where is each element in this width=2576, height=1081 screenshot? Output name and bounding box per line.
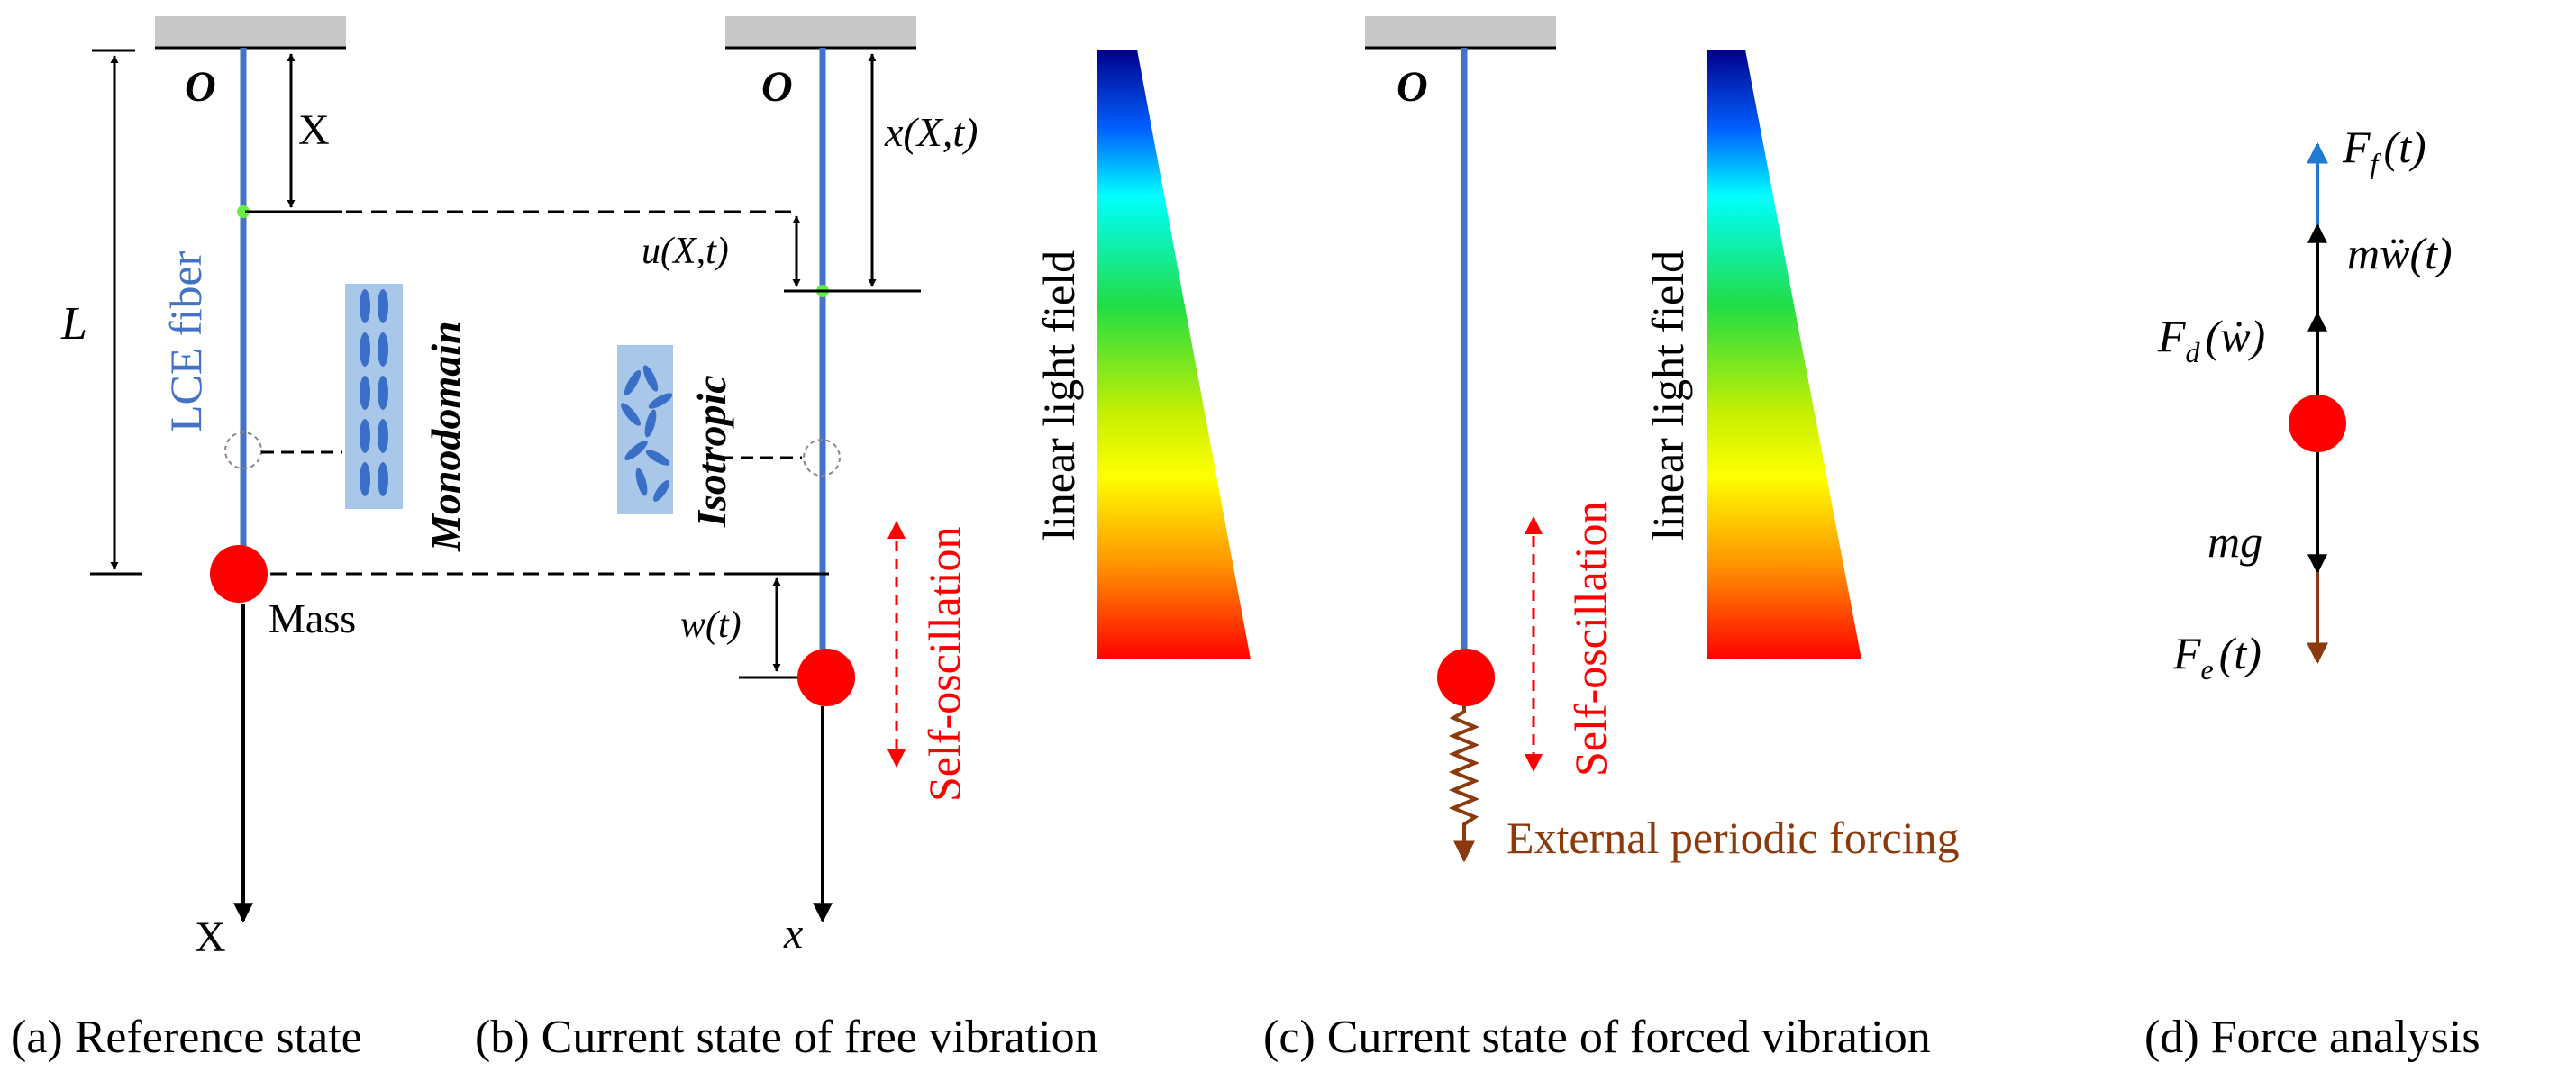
panel-c: O External periodic forcing Self-oscilla… [1365,16,1960,863]
panel-d: Ff (t) mẅ(t) Fd (ẇ) mg Fe (t) [2157,122,2453,686]
L-label: L [60,298,87,350]
caption-a: (a) Reference state [11,1012,362,1063]
X-axis-label: X [195,913,226,961]
captions: (a) Reference state (b) Current state of… [11,1012,2480,1063]
light-field-label-c: linear light field [1643,250,1693,540]
F-e-label: Fe (t) [2172,628,2262,686]
cross-section-marker-a [224,431,262,469]
caption-c: (c) Current state of forced vibration [1263,1012,1931,1063]
origin-label-b: O [761,63,793,111]
w-label: w(t) [680,604,742,646]
ceiling-c [1365,16,1556,48]
mass-label: Mass [269,595,356,641]
mass-c [1437,649,1495,706]
caption-d: (d) Force analysis [2144,1012,2480,1063]
mass-a [210,545,268,603]
F-f-label: Ff (t) [2342,122,2426,179]
mass-b [797,649,855,706]
fiber-label: LCE fiber [160,250,211,432]
forcing-label: External periodic forcing [1506,813,1960,863]
monodomain-mesogens [360,289,388,496]
forcing-spring [1448,705,1480,833]
panel-a: O L LCE fiber X Monodomain Mass [60,16,793,961]
material-point-a [237,205,250,218]
monodomain-box [345,284,403,509]
mass-d [2289,395,2346,452]
isotropic-label: Isotropic [688,375,734,528]
cross-section-marker-b [803,439,841,477]
inertia-label: mẅ(t) [2347,228,2453,278]
x-axis-label: x [783,910,803,958]
self-oscillation-label-b: Self-oscillation [919,527,969,803]
isotropic-mesogens [621,365,673,502]
self-oscillation-label-c: Self-oscillation [1565,502,1616,777]
light-field-gradient-b [1097,50,1251,659]
X-label-a: X [298,106,330,154]
light-field-label-b: linear light field [1033,250,1084,540]
monodomain-label: Monodomain [423,321,469,552]
caption-b: (b) Current state of free vibration [475,1012,1098,1063]
u-label: u(X,t) [642,231,729,272]
ceiling-a [155,16,346,48]
F-d-label: Fd (ẇ) [2157,311,2265,368]
x-label: x(X,t) [884,109,978,155]
light-field-gradient-c [1707,50,1861,659]
origin-label-a: O [185,63,216,111]
mg-label: mg [2207,516,2262,567]
panel-b: O x(X,t) u(X,t) Isotropic w(t) [617,16,1251,958]
ceiling-b [725,16,916,48]
origin-label-c: O [1397,63,1428,111]
